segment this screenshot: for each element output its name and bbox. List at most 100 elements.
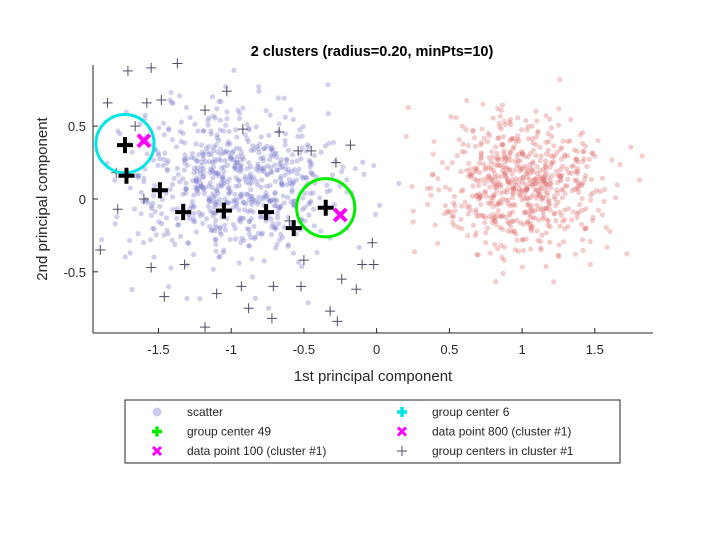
group-center-marker xyxy=(102,97,113,108)
scatter-point-cluster-2 xyxy=(523,196,530,202)
scatter-point-cluster-2 xyxy=(572,177,578,183)
scatter-point-cluster-1 xyxy=(212,201,219,208)
scatter-point-cluster-2 xyxy=(452,208,458,214)
scatter-point-cluster-1 xyxy=(213,236,219,243)
scatter-point-cluster-1 xyxy=(200,170,206,176)
scatter-point-cluster-2 xyxy=(489,149,495,155)
bold-group-center xyxy=(151,182,168,199)
scatter-point-cluster-1 xyxy=(176,221,182,228)
scatter-point-cluster-1 xyxy=(285,147,292,153)
scatter-point-cluster-1 xyxy=(278,174,284,180)
scatter-point-cluster-1 xyxy=(325,110,331,117)
scatter-point-cluster-1 xyxy=(151,226,157,232)
scatter-point-cluster-2 xyxy=(560,163,566,169)
scatter-point-cluster-1 xyxy=(214,135,220,141)
scatter-point-cluster-1 xyxy=(258,214,264,220)
scatter-point-cluster-2 xyxy=(544,216,551,223)
scatter-point-cluster-1 xyxy=(253,124,259,130)
scatter-point-cluster-1 xyxy=(254,144,260,150)
scatter-point-cluster-1 xyxy=(290,116,296,123)
scatter-point-cluster-1 xyxy=(238,162,244,168)
scatter-point-cluster-2 xyxy=(588,197,594,203)
scatter-point-cluster-2 xyxy=(495,245,501,252)
scatter-point-cluster-1 xyxy=(191,165,197,171)
scatter-point-cluster-2 xyxy=(502,159,508,165)
scatter-point-cluster-1 xyxy=(175,222,181,228)
scatter-point-cluster-1 xyxy=(244,121,250,128)
scatter-point-cluster-2 xyxy=(574,156,580,162)
scatter-point-cluster-1 xyxy=(260,167,266,173)
scatter-point-cluster-2 xyxy=(501,150,507,157)
scatter-point-cluster-2 xyxy=(533,175,539,182)
scatter-point-cluster-2 xyxy=(425,185,431,192)
scatter-point-cluster-1 xyxy=(236,177,242,183)
scatter-point-cluster-2 xyxy=(553,203,559,209)
scatter-point-cluster-1 xyxy=(214,187,220,194)
scatter-point-cluster-2 xyxy=(562,183,568,189)
scatter-point-cluster-1 xyxy=(282,172,288,178)
scatter-point-cluster-2 xyxy=(584,163,590,170)
scatter-point-cluster-2 xyxy=(565,170,572,176)
scatter-point-cluster-1 xyxy=(262,146,268,152)
scatter-point-cluster-2 xyxy=(525,136,532,142)
scatter-point-cluster-2 xyxy=(540,194,546,201)
scatter-point-cluster-1 xyxy=(249,193,255,200)
scatter-point-cluster-2 xyxy=(507,210,513,216)
scatter-point-cluster-1 xyxy=(166,283,172,290)
scatter-point-cluster-1 xyxy=(253,178,260,184)
scatter-point-cluster-2 xyxy=(531,176,538,182)
scatter-point-cluster-2 xyxy=(486,173,492,179)
scatter-point-cluster-2 xyxy=(481,161,487,167)
scatter-point-cluster-2 xyxy=(495,162,502,168)
scatter-point-cluster-1 xyxy=(274,197,280,203)
scatter-point-cluster-2 xyxy=(465,142,471,149)
scatter-point-cluster-2 xyxy=(551,153,558,159)
scatter-point-cluster-2 xyxy=(529,182,535,188)
scatter-point-cluster-1 xyxy=(174,206,180,212)
scatter-point-cluster-2 xyxy=(513,139,519,145)
scatter-point-cluster-2 xyxy=(607,228,613,234)
scatter-point-cluster-2 xyxy=(577,132,583,138)
scatter-point-cluster-2 xyxy=(506,220,512,226)
scatter-point-cluster-1 xyxy=(252,295,258,301)
scatter-point-cluster-1 xyxy=(220,149,227,156)
scatter-point-cluster-2 xyxy=(474,165,480,171)
scatter-point-cluster-1 xyxy=(212,156,218,162)
scatter-point-cluster-2 xyxy=(589,150,595,156)
scatter-point-cluster-2 xyxy=(542,161,549,167)
group-center-marker xyxy=(367,237,378,248)
scatter-point-cluster-1 xyxy=(226,176,233,182)
scatter-point-cluster-1 xyxy=(230,221,237,228)
scatter-point-cluster-1 xyxy=(272,190,278,197)
scatter-point-cluster-2 xyxy=(612,195,619,201)
scatter-point-cluster-2 xyxy=(581,155,587,162)
scatter-point-cluster-1 xyxy=(299,206,306,213)
scatter-point-cluster-1 xyxy=(212,159,218,165)
scatter-point-cluster-2 xyxy=(540,213,547,219)
scatter-point-cluster-1 xyxy=(210,175,216,181)
scatter-point-cluster-2 xyxy=(547,180,554,186)
scatter-point-cluster-2 xyxy=(515,115,521,121)
scatter-point-cluster-1 xyxy=(166,127,172,133)
legend-marker-x xyxy=(396,426,408,437)
scatter-point-cluster-1 xyxy=(274,167,280,173)
scatter-point-cluster-1 xyxy=(169,194,176,200)
scatter-point-cluster-2 xyxy=(512,182,519,188)
scatter-point-cluster-2 xyxy=(551,210,558,217)
scatter-point-cluster-2 xyxy=(527,170,533,176)
scatter-point-cluster-2 xyxy=(470,127,476,133)
scatter-point-cluster-2 xyxy=(495,135,501,141)
scatter-point-cluster-2 xyxy=(594,187,600,194)
scatter-point-cluster-1 xyxy=(302,190,308,196)
scatter-point-cluster-2 xyxy=(568,170,574,176)
scatter-point-cluster-1 xyxy=(199,182,205,189)
scatter-point-cluster-2 xyxy=(519,148,525,155)
scatter-point-cluster-2 xyxy=(516,186,523,192)
scatter-point-cluster-1 xyxy=(145,200,151,206)
scatter-point-cluster-2 xyxy=(507,116,514,122)
scatter-point-cluster-1 xyxy=(278,203,284,209)
scatter-point-cluster-2 xyxy=(493,221,499,228)
group-center-marker xyxy=(268,281,279,292)
scatter-point-cluster-2 xyxy=(524,171,530,177)
scatter-point-cluster-1 xyxy=(203,216,210,222)
